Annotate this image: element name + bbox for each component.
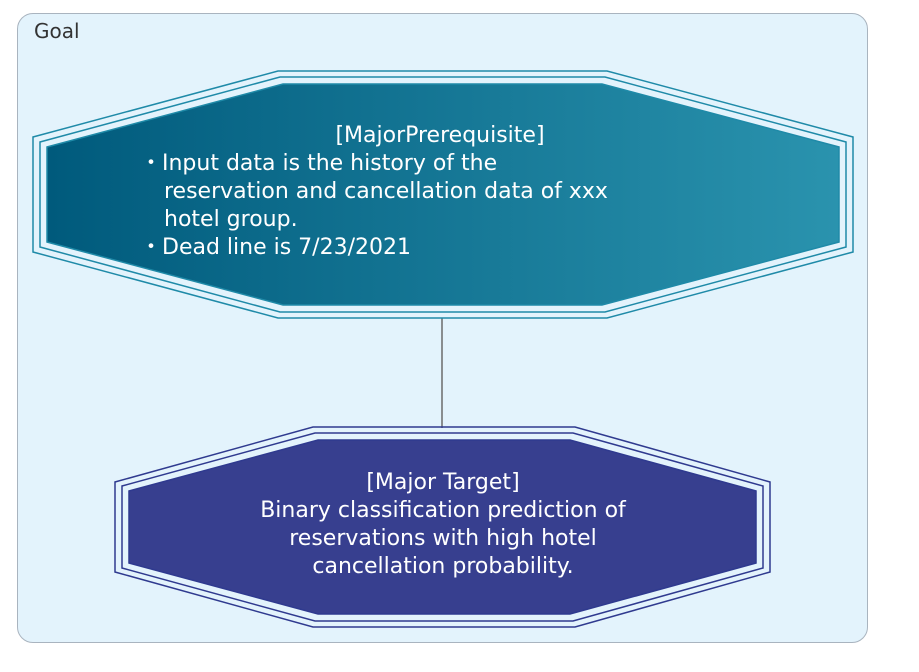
target-text: [Major Target] Binary classification pre… xyxy=(160,469,726,581)
target-title: [Major Target] xyxy=(366,470,520,495)
prerequisite-bullet-input-data: ・Input data is the history of the xyxy=(140,151,498,176)
prerequisite-bullet-deadline: ・Dead line is 7/23/2021 xyxy=(140,235,411,260)
prerequisite-shape xyxy=(46,83,840,306)
prerequisite-node[interactable] xyxy=(32,70,854,319)
target-middle-border xyxy=(121,432,764,622)
target-shape xyxy=(128,439,757,615)
target-line-2: reservations with high hotel xyxy=(289,526,597,551)
prerequisite-middle-border xyxy=(39,76,847,313)
target-node[interactable] xyxy=(114,426,771,628)
goal-panel-label: Goal xyxy=(34,19,80,43)
prerequisite-bullet-input-data-cont2: hotel group. xyxy=(164,207,298,232)
prerequisite-text: [MajorPrerequisite] ・Input data is the h… xyxy=(140,122,740,262)
target-line-1: Binary classification prediction of xyxy=(260,498,626,523)
prerequisite-outer-border xyxy=(32,70,854,319)
prerequisite-title: [MajorPrerequisite] xyxy=(335,123,545,148)
target-line-3: cancellation probability. xyxy=(312,554,574,579)
prerequisite-bullet-input-data-cont1: reservation and cancellation data of xxx xyxy=(164,179,608,204)
target-outer-border xyxy=(114,426,771,628)
